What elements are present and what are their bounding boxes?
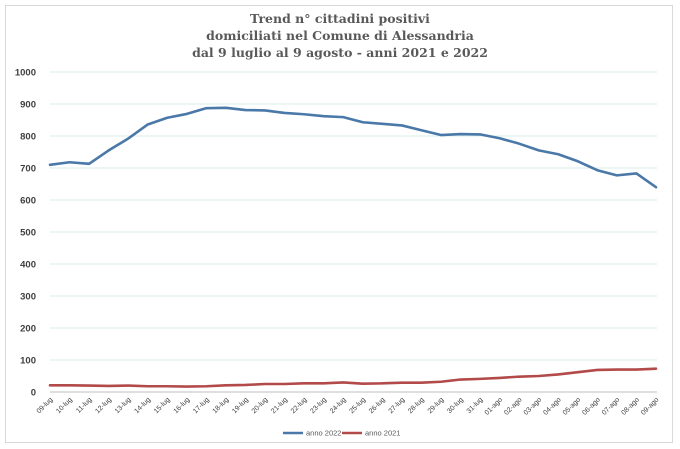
x-tick-label-12-lug: 12-lug [94,396,113,415]
gridlines [50,71,657,393]
x-tick-label-09-ago: 09-ago [640,396,660,416]
x-tick-label-23-lug: 23-lug [309,396,328,415]
x-tick-label-18-lug: 18-lug [212,396,231,415]
x-tick-label-09-lug: 09-lug [36,396,55,415]
x-tick-label-15-lug: 15-lug [153,396,172,415]
y-tick-label-300: 300 [20,292,36,303]
x-tick-label-30-lug: 30-lug [446,396,465,415]
y-tick-label-400: 400 [20,260,36,271]
series-line-anno-2022 [48,106,658,189]
x-tick-label-05-ago: 05-ago [562,396,582,416]
x-tick-label-22-lug: 22-lug [290,396,309,415]
x-tick-label-25-lug: 25-lug [348,396,367,415]
y-tick-label-600: 600 [20,196,36,207]
x-tick-label-11-lug: 11-lug [75,396,93,414]
x-tick-label-02-ago: 02-ago [503,396,523,416]
y-tick-label-1000: 1000 [15,68,36,79]
chart-title-line-2: domiciliati nel Comune di Alessandria [206,28,474,43]
x-tick-label-24-lug: 24-lug [329,396,348,415]
series-line-anno-2021 [48,367,658,388]
x-tick-label-08-ago: 08-ago [621,396,641,416]
x-axis-ticks: 09-lug 10-lug 11-lug 12-lug 13-lug 14-lug 15-l… [36,396,661,416]
x-tick-label-06-ago: 06-ago [581,396,601,416]
x-tick-label-31-lug: 31-lug [466,396,485,415]
y-tick-label-700: 700 [20,164,36,175]
chart-title: Trend n° cittadini positivi domiciliati … [0,10,680,61]
legend: anno 2022 anno 2021 [283,429,400,438]
chart-title-line-3: dal 9 luglio al 9 agosto - anni 2021 e 2… [192,45,488,60]
y-tick-label-500: 500 [20,228,36,239]
chart-frame [5,5,673,443]
y-axis-ticks: 0 100 200 300 400 500 600 700 800 900 1000 [15,68,36,399]
y-tick-label-0: 0 [31,388,36,399]
x-tick-label-21-lug: 21-lug [270,396,289,415]
x-tick-label-03-ago: 03-ago [523,396,543,416]
x-tick-label-19-lug: 19-lug [231,396,250,415]
y-tick-label-100: 100 [20,356,36,367]
legend-label-anno-2022: anno 2022 [306,429,341,438]
x-tick-label-28-lug: 28-lug [407,396,426,415]
x-tick-label-10-lug: 10-lug [55,396,74,415]
x-tick-label-14-lug: 14-lug [133,396,152,415]
series-lines [48,106,658,388]
x-tick-label-07-ago: 07-ago [601,396,621,416]
x-tick-label-13-lug: 13-lug [114,396,133,415]
legend-label-anno-2021: anno 2021 [365,429,400,438]
x-tick-label-29-lug: 29-lug [427,396,446,415]
x-tick-label-27-lug: 27-lug [388,396,407,415]
y-tick-label-800: 800 [20,132,36,143]
x-tick-label-20-lug: 20-lug [251,396,270,415]
x-tick-label-16-lug: 16-lug [173,396,192,415]
x-tick-label-26-lug: 26-lug [368,396,387,415]
y-tick-label-900: 900 [20,100,36,111]
y-tick-label-200: 200 [20,324,36,335]
x-tick-label-17-lug: 17-lug [192,396,211,415]
chart-title-line-1: Trend n° cittadini positivi [250,11,430,26]
x-tick-label-01-ago: 01-ago [484,396,504,416]
x-tick-label-04-ago: 04-ago [542,396,562,416]
